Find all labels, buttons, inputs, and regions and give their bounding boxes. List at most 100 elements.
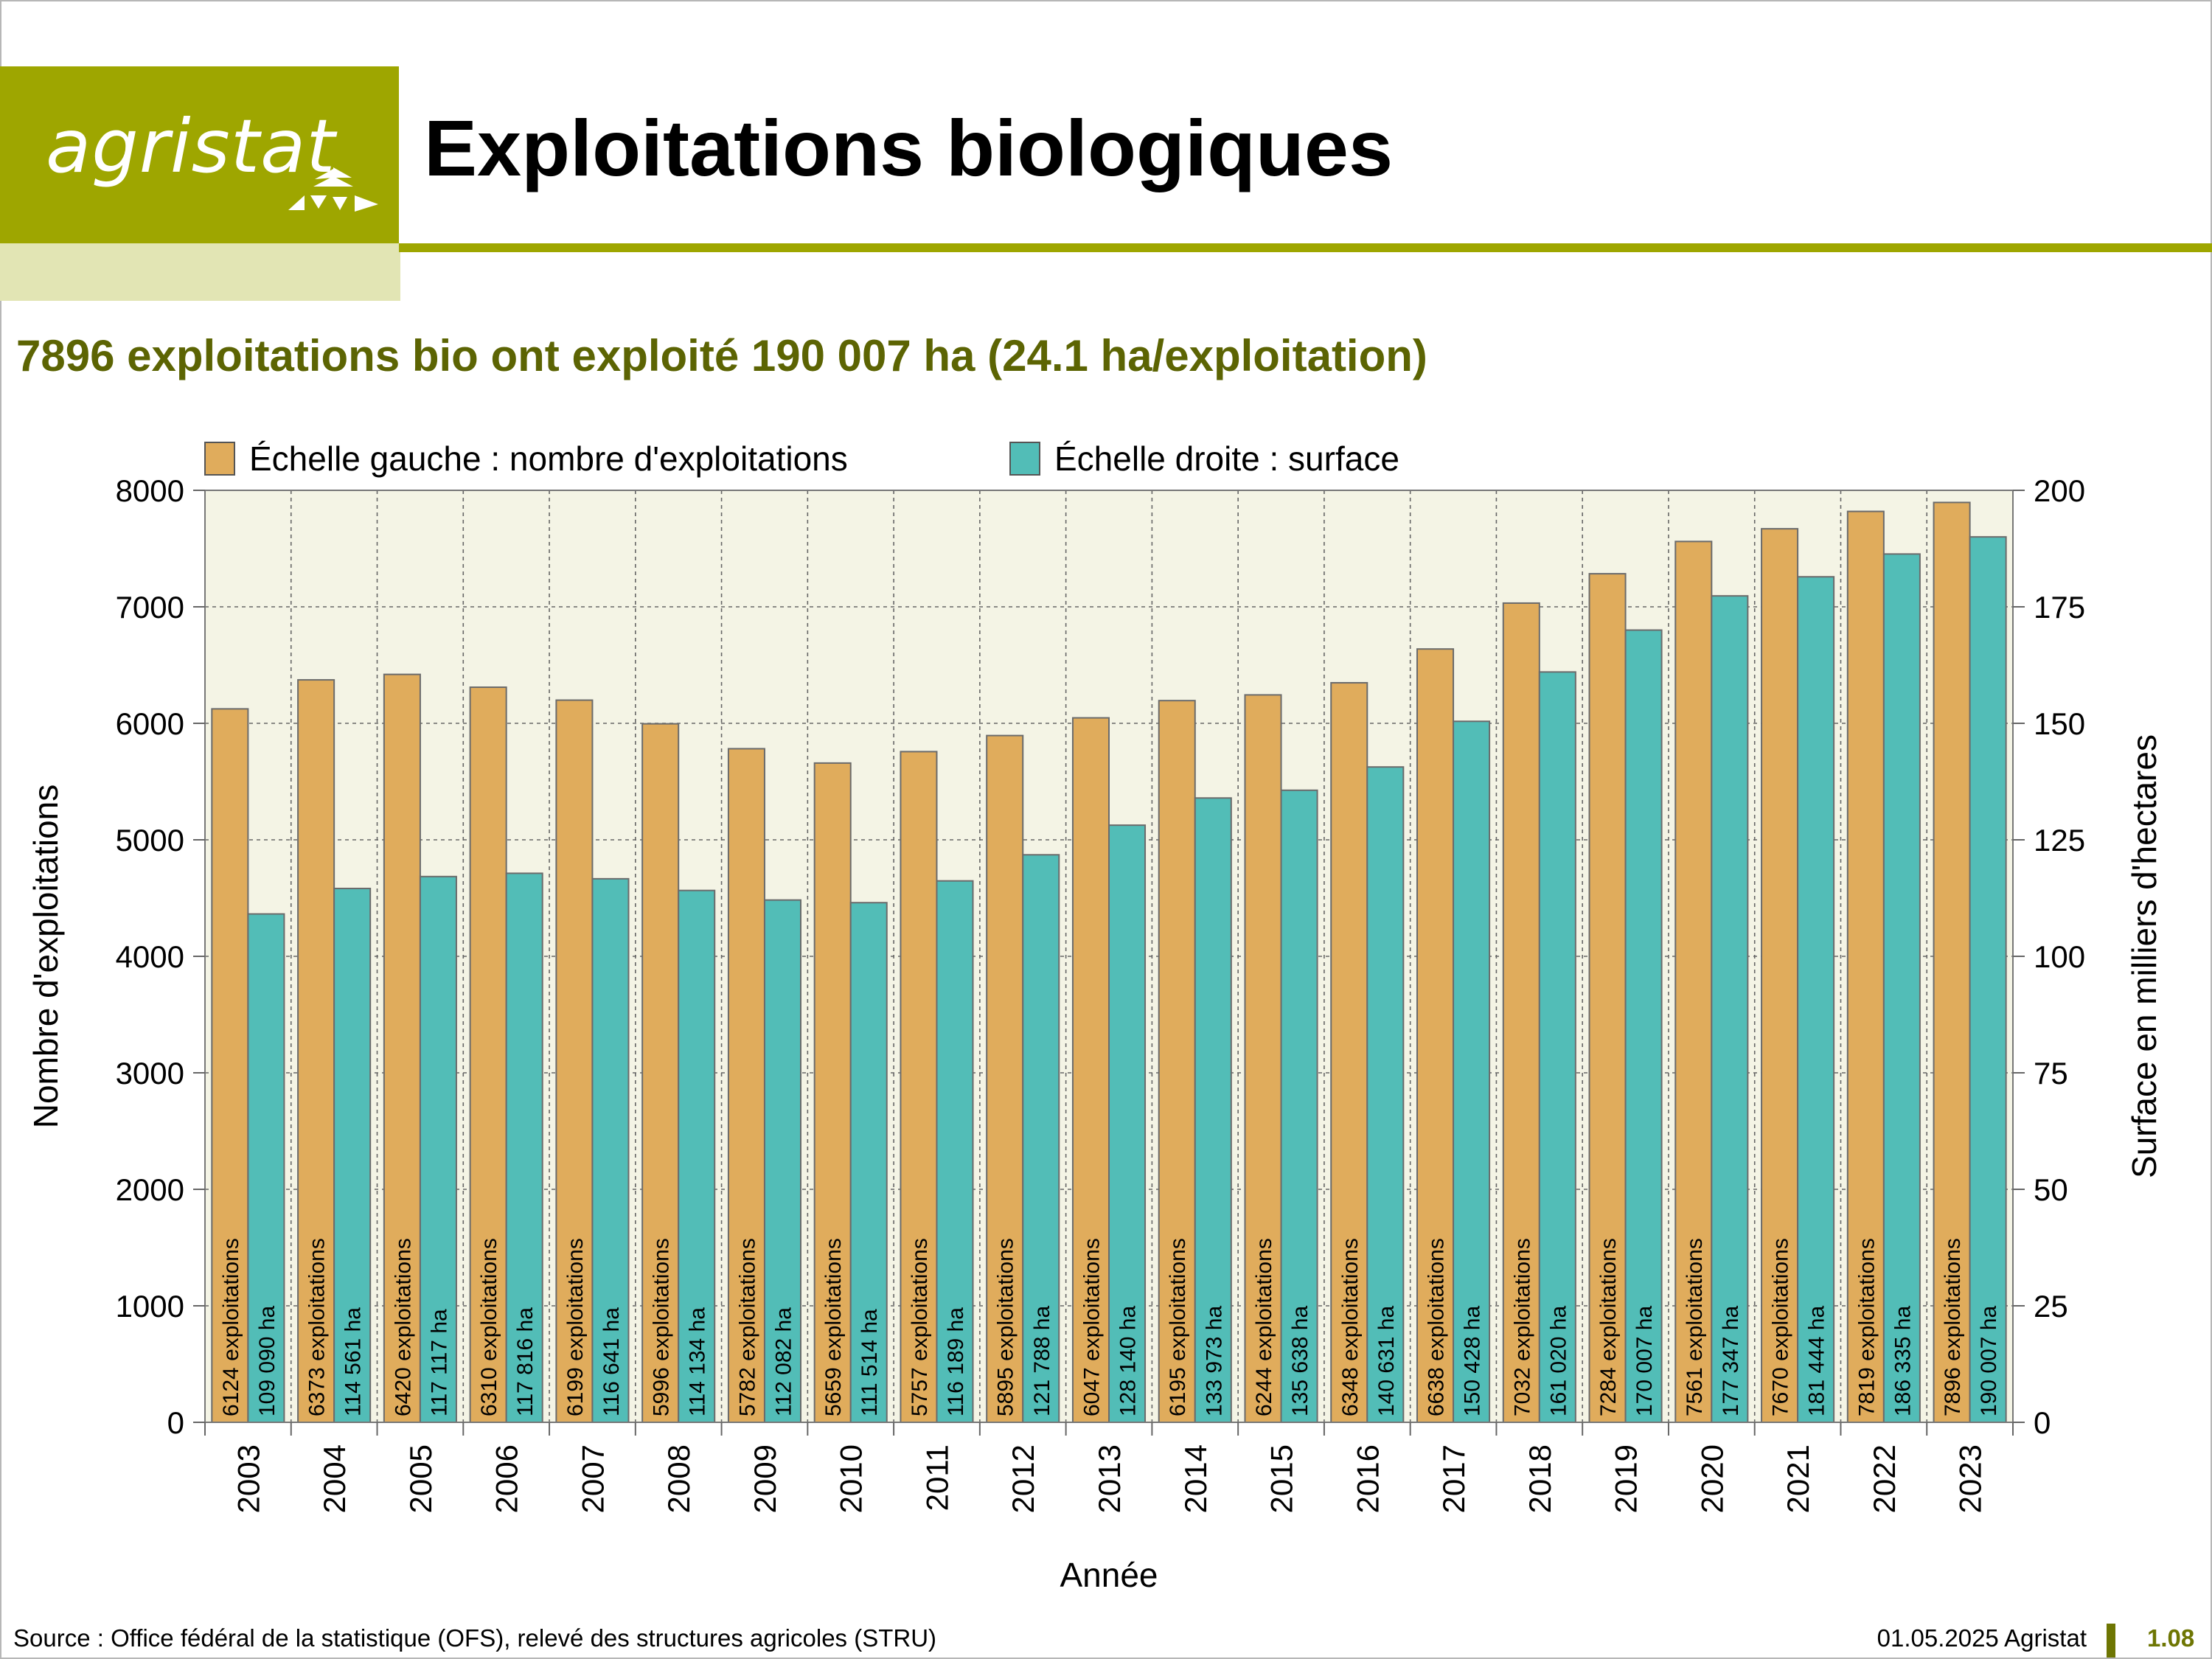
x-tick-label: 2012 <box>1006 1444 1040 1513</box>
bar-surface <box>678 889 716 1423</box>
bar-exploitations <box>555 699 594 1424</box>
bar-label-exploitations: 5895 exploitations <box>994 1238 1018 1416</box>
footer-divider <box>2107 1624 2115 1658</box>
bar-label-exploitations: 6420 exploitations <box>391 1238 415 1416</box>
logo-box <box>0 66 399 243</box>
y-tick-label-right: 200 <box>2034 473 2085 508</box>
bar-exploitations <box>469 686 507 1423</box>
bar-label-exploitations: 7284 exploitations <box>1596 1238 1621 1416</box>
y-tick-label-left: 3000 <box>116 1056 184 1091</box>
bar-label-surface: 135 638 ha <box>1288 1306 1312 1416</box>
y-tick-label-left: 1000 <box>116 1289 184 1324</box>
bar-label-exploitations: 6199 exploitations <box>563 1238 588 1416</box>
bar-label-surface: 133 973 ha <box>1202 1306 1226 1416</box>
x-tick-label: 2011 <box>919 1444 954 1511</box>
bar-label-surface: 181 444 ha <box>1805 1306 1829 1416</box>
x-tick-label: 2003 <box>231 1444 265 1513</box>
x-tick-label: 2015 <box>1265 1444 1299 1513</box>
y-tick-label-left: 0 <box>167 1405 184 1440</box>
bar-label-exploitations: 5996 exploitations <box>650 1238 674 1416</box>
x-tick-label: 2008 <box>661 1444 696 1513</box>
bar-exploitations <box>1071 717 1110 1424</box>
bar-surface <box>1882 553 1921 1423</box>
y-tick-label-right: 0 <box>2034 1405 2051 1440</box>
x-tick-label: 2004 <box>317 1444 352 1513</box>
bar-surface <box>1366 766 1405 1423</box>
logo-shadow-band <box>0 243 400 301</box>
bar-surface <box>849 902 888 1423</box>
y-tick-label-left: 6000 <box>116 706 184 741</box>
bar-exploitations <box>1846 510 1885 1423</box>
x-tick-label: 2019 <box>1609 1444 1644 1513</box>
bar-exploitations <box>1674 540 1713 1423</box>
bar-label-surface: 128 140 ha <box>1116 1306 1141 1416</box>
x-axis-label: Année <box>1060 1556 1158 1594</box>
x-tick-label: 2020 <box>1694 1444 1729 1513</box>
bar-label-exploitations: 6047 exploitations <box>1079 1238 1104 1416</box>
legend-swatch-left <box>204 442 235 476</box>
x-tick-label: 2021 <box>1781 1444 1815 1513</box>
bar-label-exploitations: 6195 exploitations <box>1166 1238 1190 1416</box>
bar-label-surface: 109 090 ha <box>255 1306 279 1416</box>
bars: 6124 exploitations 109 090 ha 6373 exploit… <box>211 501 2007 1424</box>
x-tick-label: 2007 <box>575 1444 610 1513</box>
bar-label-surface: 117 117 ha <box>427 1309 451 1416</box>
bar-label-exploitations: 7561 exploitations <box>1683 1238 1707 1416</box>
bar-surface <box>1538 671 1576 1424</box>
x-tick-label: 2005 <box>403 1444 438 1513</box>
chart-legend: Échelle gauche : nombre d'exploitations … <box>204 439 1399 478</box>
y-tick-label-left: 4000 <box>116 939 184 974</box>
bar-label-exploitations: 7670 exploitations <box>1769 1238 1793 1416</box>
bar-surface <box>247 913 285 1423</box>
bar-surface <box>333 887 372 1423</box>
bar-surface <box>505 872 543 1423</box>
bar-exploitations <box>1502 602 1540 1424</box>
header-rule <box>399 243 2212 252</box>
bar-label-exploitations: 6124 exploitations <box>219 1238 243 1416</box>
bar-surface <box>1453 720 1491 1423</box>
bar-surface <box>419 875 457 1423</box>
bar-exploitations <box>1416 648 1455 1423</box>
y-tick-label-right: 25 <box>2034 1289 2068 1324</box>
y-tick-label-left: 2000 <box>116 1172 184 1207</box>
y-tick-label-right: 125 <box>2034 823 2085 858</box>
y-tick-label-right: 100 <box>2034 939 2085 974</box>
x-tick-label: 2006 <box>490 1444 524 1513</box>
footer-page-number: 1.08 <box>2147 1624 2195 1652</box>
bar-label-surface: 161 020 ha <box>1546 1306 1571 1416</box>
bar-exploitations <box>727 748 765 1424</box>
bar-exploitations <box>1588 573 1627 1423</box>
bar-surface <box>1624 629 1663 1423</box>
bar-label-exploitations: 5757 exploitations <box>908 1238 932 1416</box>
bar-label-surface: 111 514 ha <box>858 1309 882 1416</box>
x-tick-label: 2013 <box>1092 1444 1127 1513</box>
y-tick-label-left: 8000 <box>116 473 184 508</box>
bar-label-exploitations: 6310 exploitations <box>477 1238 501 1416</box>
bar-exploitations <box>641 723 680 1423</box>
bar-chart: Échelle gauche : nombre d'exploitations … <box>27 439 2163 1594</box>
bar-label-surface: 150 428 ha <box>1461 1306 1485 1416</box>
footer-date: 01.05.2025 Agristat <box>1877 1624 2087 1652</box>
bar-surface <box>936 880 974 1423</box>
logo-triangles-icon <box>288 167 378 212</box>
legend-label-left: Échelle gauche : nombre d'exploitations <box>249 439 848 478</box>
bar-label-surface: 121 788 ha <box>1030 1306 1054 1416</box>
bar-exploitations <box>1158 700 1196 1423</box>
page-title: Exploitations biologiques <box>424 103 1394 192</box>
y-axis-left-label: Nombre d'exploitations <box>27 785 65 1128</box>
y-tick-label-left: 7000 <box>116 590 184 625</box>
bar-label-exploitations: 7032 exploitations <box>1510 1238 1534 1416</box>
bar-label-exploitations: 6638 exploitations <box>1425 1238 1449 1416</box>
x-tick-label: 2009 <box>748 1444 782 1513</box>
bar-label-surface: 116 641 ha <box>599 1307 624 1416</box>
y-tick-label-right: 175 <box>2034 590 2085 625</box>
bar-surface <box>1108 824 1147 1423</box>
bar-label-surface: 177 347 ha <box>1719 1306 1743 1416</box>
bar-surface <box>1711 595 1749 1423</box>
bar-surface <box>1969 536 2007 1423</box>
bar-surface <box>1194 797 1232 1423</box>
bar-label-surface: 186 335 ha <box>1891 1306 1915 1416</box>
bar-surface <box>1797 576 1835 1423</box>
logo-text: agristat <box>46 103 336 189</box>
